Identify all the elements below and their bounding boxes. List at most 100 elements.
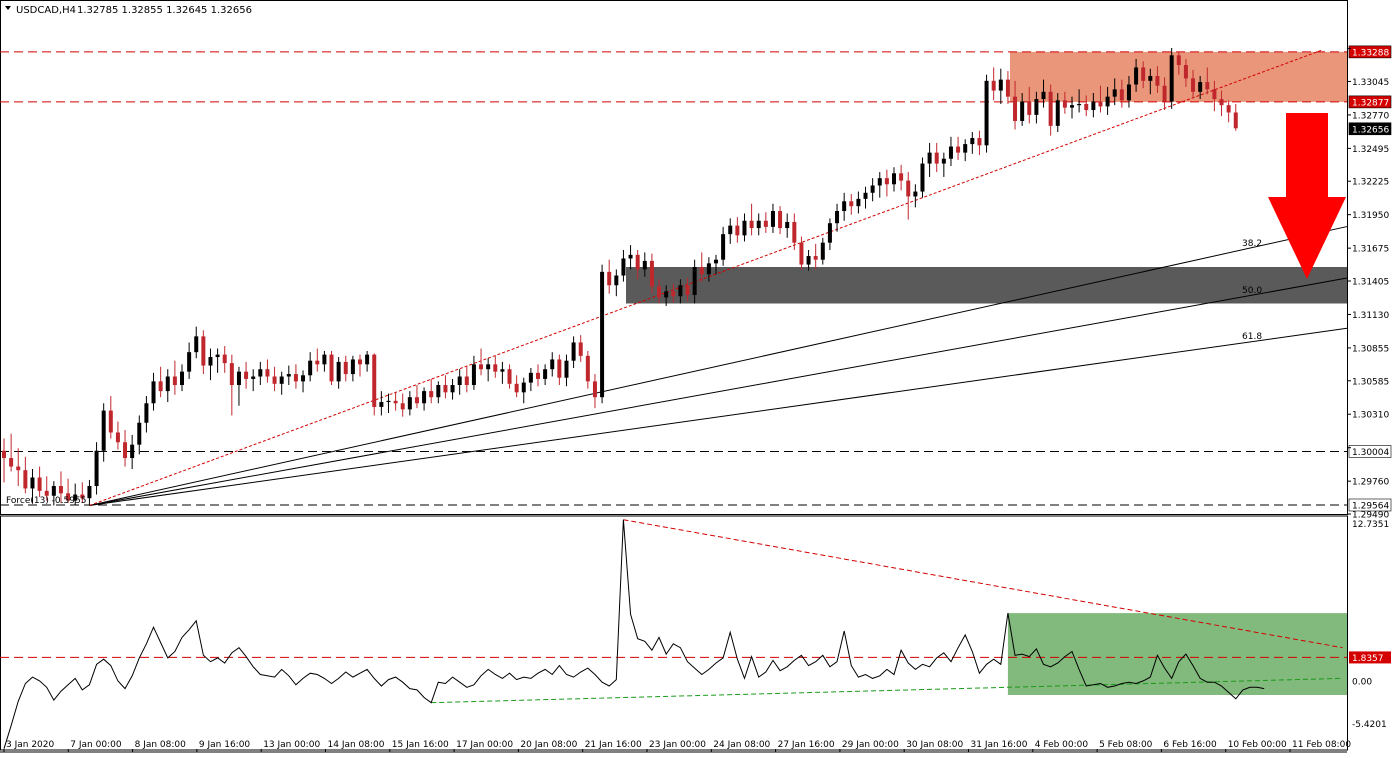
candle-body bbox=[1013, 96, 1018, 121]
candle-body bbox=[108, 410, 113, 433]
candle-body bbox=[1091, 101, 1096, 111]
candle-body bbox=[557, 359, 562, 378]
candle-body bbox=[272, 376, 277, 384]
candle-body bbox=[899, 173, 904, 181]
candle-body bbox=[1205, 82, 1210, 90]
price-tick-label: 1.31130 bbox=[1352, 311, 1389, 321]
candle-body bbox=[678, 285, 683, 297]
price-tick-label: 1.29490 bbox=[1352, 511, 1389, 521]
time-tick-label: 10 Feb 00:00 bbox=[1228, 740, 1287, 750]
candle-body bbox=[123, 442, 128, 459]
candle-body bbox=[521, 382, 526, 393]
price-tick-label: 1.30310 bbox=[1352, 411, 1389, 421]
candle-body bbox=[528, 372, 533, 383]
candle-body bbox=[464, 376, 469, 386]
candle-body bbox=[1226, 105, 1231, 113]
candle-body bbox=[30, 477, 35, 489]
fib-fan-ray-50.0 bbox=[89, 277, 1348, 506]
candle-body bbox=[642, 260, 647, 270]
candle-body bbox=[130, 444, 135, 459]
symbol-label: USDCAD,H4 bbox=[16, 5, 76, 16]
price-tick-label: 1.32225 bbox=[1352, 178, 1389, 188]
candle-body bbox=[500, 369, 505, 372]
candle-body bbox=[927, 152, 932, 164]
candle-body bbox=[222, 354, 227, 364]
price-panel-border bbox=[0, 0, 1348, 515]
candle-body bbox=[215, 354, 220, 358]
candle-body bbox=[1070, 105, 1074, 108]
candle-body bbox=[884, 178, 889, 185]
candle-body bbox=[336, 361, 341, 382]
time-tick-label: 14 Jan 08:00 bbox=[328, 740, 385, 750]
candle-body bbox=[906, 180, 911, 197]
candle-body bbox=[1134, 67, 1139, 85]
time-tick-label: 31 Jan 16:00 bbox=[971, 740, 1028, 750]
candle-body bbox=[543, 369, 548, 379]
candle-body bbox=[158, 381, 163, 392]
candle-body bbox=[514, 383, 519, 393]
indicator-panel-border bbox=[0, 515, 1348, 751]
candle-body bbox=[165, 376, 170, 392]
support-zone bbox=[626, 267, 1347, 304]
time-tick-label: 3 Jan 2020 bbox=[6, 740, 54, 750]
force-zone bbox=[1007, 613, 1347, 695]
candle-body bbox=[244, 371, 249, 379]
candle-body bbox=[614, 275, 619, 286]
price-box-label-1: 1.32877 bbox=[1352, 98, 1389, 108]
candle-body bbox=[820, 242, 825, 260]
force-tick-label: -5.4201 bbox=[1352, 720, 1387, 730]
candle-body bbox=[471, 364, 476, 386]
candle-body bbox=[892, 173, 896, 185]
price-tick-label: 1.33045 bbox=[1352, 78, 1389, 88]
candle-body bbox=[621, 258, 626, 276]
candle-body bbox=[756, 220, 761, 229]
candle-body bbox=[536, 372, 540, 379]
candle-body bbox=[1119, 89, 1124, 101]
candle-body bbox=[51, 486, 56, 496]
candle-body bbox=[571, 342, 576, 361]
candle-body bbox=[194, 336, 199, 353]
candle-body bbox=[991, 80, 996, 91]
candle-body bbox=[664, 291, 669, 298]
candle-body bbox=[799, 242, 804, 265]
candle-body bbox=[1105, 96, 1110, 107]
candle-body bbox=[372, 354, 377, 407]
candle-body bbox=[414, 397, 419, 404]
candle-body bbox=[1112, 89, 1117, 97]
candle-body bbox=[699, 267, 704, 275]
candle-body bbox=[1126, 84, 1131, 101]
candle-body bbox=[322, 354, 327, 365]
candle-body bbox=[172, 376, 177, 386]
candle-body bbox=[1048, 91, 1053, 126]
candle-body bbox=[728, 225, 733, 235]
candle-body bbox=[315, 360, 320, 365]
candle-body bbox=[813, 256, 818, 260]
candle-body bbox=[749, 220, 754, 229]
candle-body bbox=[286, 374, 291, 377]
price-tick-label: 1.30855 bbox=[1352, 344, 1389, 354]
candle-body bbox=[578, 342, 583, 356]
candle-body bbox=[101, 410, 106, 451]
candle-body bbox=[628, 254, 633, 259]
fib-label-38.2: 38.2 bbox=[1242, 239, 1262, 249]
candle-body bbox=[1005, 79, 1010, 97]
time-tick-label: 11 Feb 08:00 bbox=[1292, 740, 1351, 750]
candle-body bbox=[258, 369, 263, 377]
candle-body bbox=[507, 369, 512, 384]
price-box-2 bbox=[1348, 122, 1392, 136]
candle-body bbox=[721, 234, 726, 260]
candle-body bbox=[714, 259, 718, 264]
candle-body bbox=[180, 371, 184, 386]
menu-triangle-icon[interactable] bbox=[5, 6, 11, 10]
fib-label-50.0: 50.0 bbox=[1242, 286, 1262, 296]
force-tick-label: 0.00 bbox=[1352, 677, 1372, 687]
time-tick-label: 6 Feb 16:00 bbox=[1163, 740, 1217, 750]
candle-body bbox=[856, 198, 861, 207]
price-tick-label: 1.32770 bbox=[1352, 111, 1389, 121]
candle-body bbox=[635, 254, 640, 270]
candle-body bbox=[2, 450, 6, 459]
candle-body bbox=[963, 144, 968, 153]
time-tick-label: 29 Jan 00:00 bbox=[842, 740, 899, 750]
